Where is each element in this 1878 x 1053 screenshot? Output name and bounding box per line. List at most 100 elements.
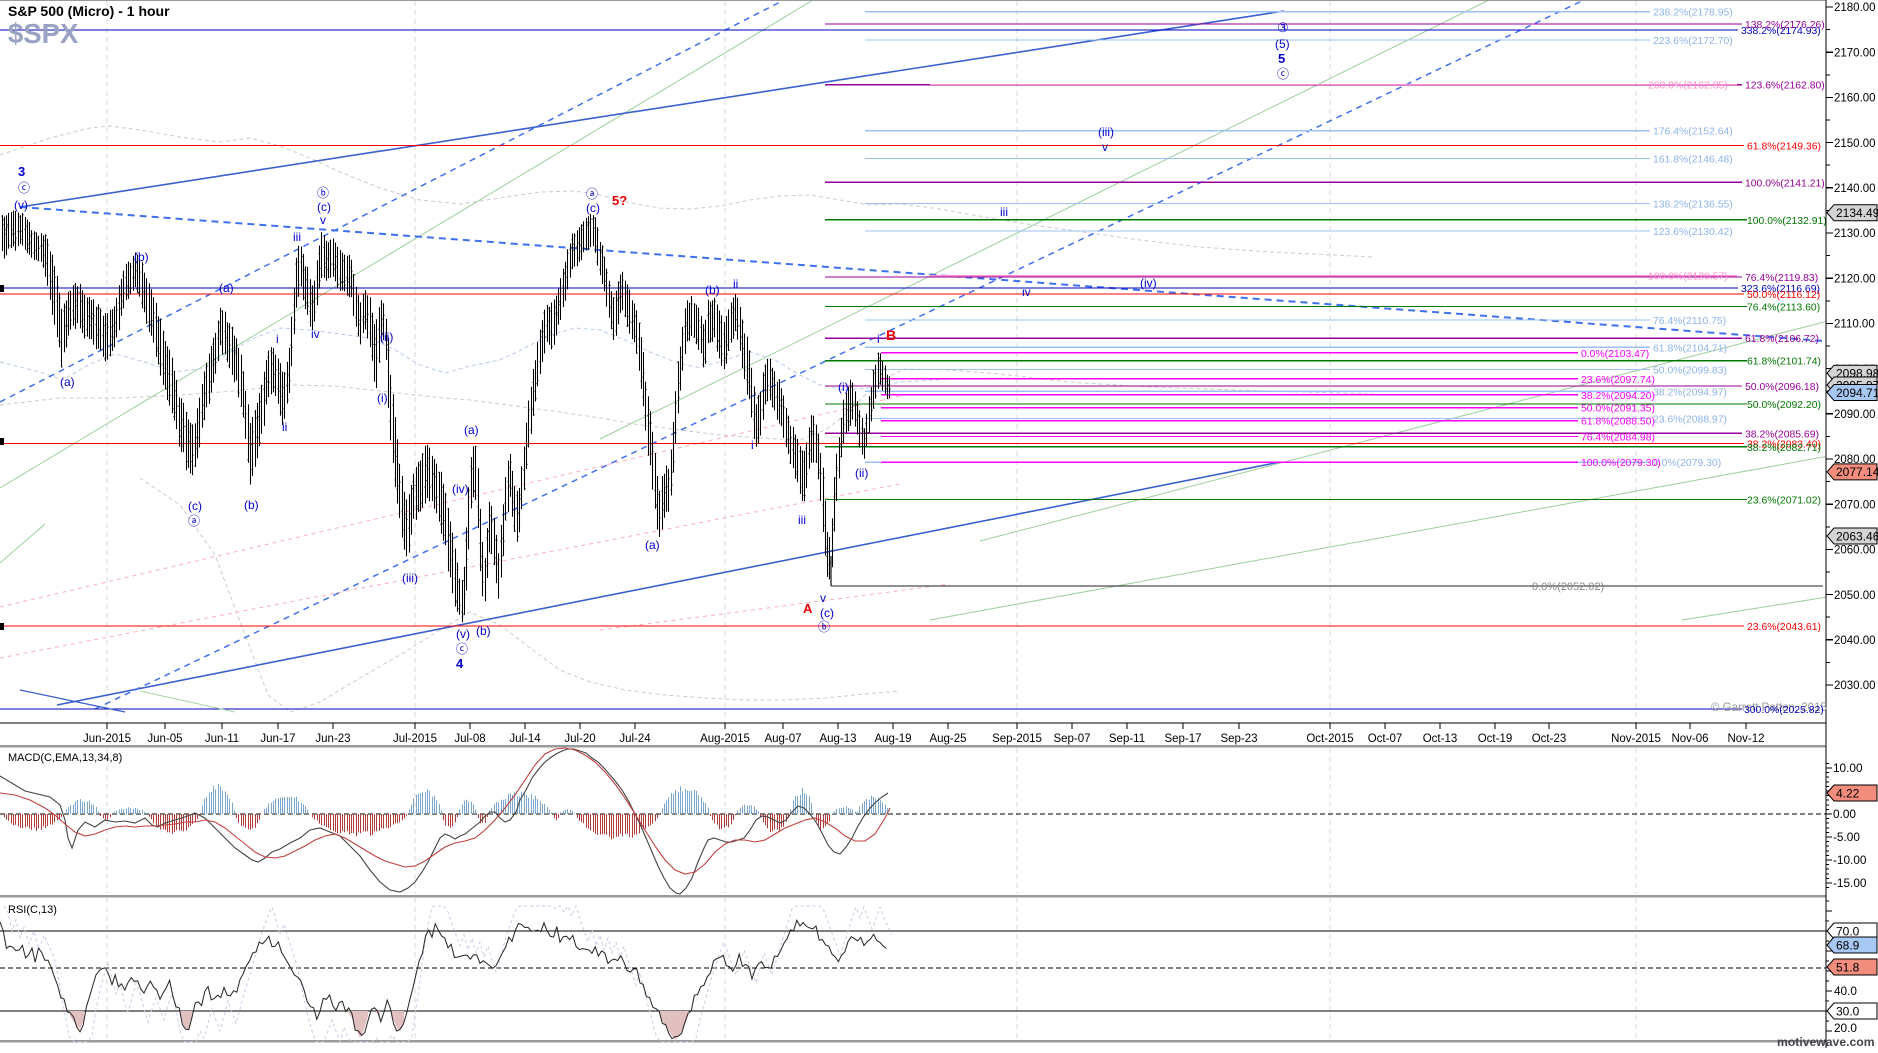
svg-text:Jun-17: Jun-17 bbox=[260, 733, 295, 745]
svg-text:Oct-07: Oct-07 bbox=[1368, 733, 1403, 745]
svg-text:-15.00: -15.00 bbox=[1833, 876, 1867, 890]
svg-text:4: 4 bbox=[456, 656, 464, 671]
svg-text:Sep-2015: Sep-2015 bbox=[992, 733, 1042, 745]
svg-text:51.8: 51.8 bbox=[1836, 960, 1860, 974]
svg-text:Nov-2015: Nov-2015 bbox=[1611, 733, 1661, 745]
svg-text:300.0%(2025.82): 300.0%(2025.82) bbox=[1744, 705, 1824, 716]
svg-text:(a): (a) bbox=[60, 375, 75, 389]
svg-text:-5.00: -5.00 bbox=[1833, 830, 1860, 844]
svg-text:ⓑ: ⓑ bbox=[818, 620, 830, 634]
svg-text:50.0%(2091.35): 50.0%(2091.35) bbox=[1581, 404, 1655, 415]
svg-text:B: B bbox=[886, 327, 896, 343]
svg-text:© Garrett Patten, 2015: © Garrett Patten, 2015 bbox=[1711, 702, 1827, 714]
svg-text:ⓒ: ⓒ bbox=[1277, 67, 1289, 81]
svg-text:Aug-19: Aug-19 bbox=[874, 733, 911, 745]
svg-text:2120.00: 2120.00 bbox=[1834, 273, 1876, 285]
svg-text:123.6%(2130.42): 123.6%(2130.42) bbox=[1653, 227, 1733, 238]
svg-text:v: v bbox=[320, 213, 326, 227]
svg-text:0.0%(2079.30): 0.0%(2079.30) bbox=[1653, 458, 1721, 469]
svg-text:③: ③ bbox=[1277, 20, 1289, 35]
svg-text:61.8%(2106.72): 61.8%(2106.72) bbox=[1745, 334, 1819, 345]
svg-text:Nov-12: Nov-12 bbox=[1727, 733, 1764, 745]
svg-text:200.0%(2162.85): 200.0%(2162.85) bbox=[1648, 81, 1728, 92]
svg-text:(c): (c) bbox=[820, 606, 834, 620]
svg-text:v: v bbox=[820, 591, 826, 605]
svg-text:Jul-08: Jul-08 bbox=[454, 733, 485, 745]
svg-text:Oct-13: Oct-13 bbox=[1423, 733, 1458, 745]
svg-text:2050.00: 2050.00 bbox=[1834, 590, 1876, 602]
svg-text:i: i bbox=[877, 332, 880, 346]
svg-text:176.4%(2152.64): 176.4%(2152.64) bbox=[1653, 127, 1733, 138]
svg-text:238.2%(2178.95): 238.2%(2178.95) bbox=[1653, 8, 1733, 19]
svg-text:(c): (c) bbox=[188, 499, 202, 513]
svg-text:ⓒ: ⓒ bbox=[456, 642, 468, 656]
svg-text:2090.00: 2090.00 bbox=[1834, 409, 1876, 421]
svg-text:0.0%(2103.47): 0.0%(2103.47) bbox=[1581, 349, 1649, 360]
svg-text:ⓐ: ⓐ bbox=[188, 514, 200, 528]
svg-text:i: i bbox=[751, 438, 754, 452]
svg-text:Jun-05: Jun-05 bbox=[147, 733, 182, 745]
svg-text:2077.14: 2077.14 bbox=[1836, 465, 1878, 479]
svg-text:38.2%(2094.97): 38.2%(2094.97) bbox=[1653, 387, 1727, 398]
svg-text:(b): (b) bbox=[705, 283, 720, 297]
svg-text:(ii): (ii) bbox=[380, 330, 393, 344]
svg-text:30.0: 30.0 bbox=[1836, 1004, 1860, 1018]
svg-text:Sep-11: Sep-11 bbox=[1109, 733, 1145, 745]
svg-text:ⓐ: ⓐ bbox=[586, 187, 598, 201]
svg-text:iv: iv bbox=[1022, 285, 1031, 299]
svg-text:(c): (c) bbox=[317, 200, 331, 214]
svg-text:Oct-2015: Oct-2015 bbox=[1306, 733, 1353, 745]
svg-text:2080.00: 2080.00 bbox=[1834, 454, 1876, 466]
svg-text:2094.71: 2094.71 bbox=[1836, 386, 1878, 400]
svg-text:123.6%(2162.80): 123.6%(2162.80) bbox=[1745, 81, 1825, 92]
svg-text:ii: ii bbox=[733, 277, 738, 291]
svg-text:v: v bbox=[1102, 140, 1108, 154]
svg-text:76.4%(2084.98): 76.4%(2084.98) bbox=[1581, 433, 1655, 444]
svg-text:323.6%(2116.69): 323.6%(2116.69) bbox=[1741, 284, 1820, 295]
svg-text:10.00: 10.00 bbox=[1833, 761, 1863, 775]
svg-text:ii: ii bbox=[282, 420, 287, 434]
svg-text:2063.46: 2063.46 bbox=[1836, 529, 1878, 543]
svg-text:motivewave.com: motivewave.com bbox=[1777, 1035, 1875, 1048]
svg-text:Jun-2015: Jun-2015 bbox=[83, 733, 131, 745]
svg-text:iii: iii bbox=[1000, 205, 1008, 219]
svg-text:50.0%(2099.83): 50.0%(2099.83) bbox=[1653, 365, 1727, 376]
svg-text:23.6%(2088.97): 23.6%(2088.97) bbox=[1653, 415, 1727, 426]
svg-text:70.0: 70.0 bbox=[1836, 924, 1860, 938]
svg-text:4.22: 4.22 bbox=[1836, 786, 1860, 800]
svg-text:50.0%(2096.18): 50.0%(2096.18) bbox=[1745, 382, 1819, 393]
svg-text:(b): (b) bbox=[134, 250, 149, 264]
svg-text:61.8%(2149.36): 61.8%(2149.36) bbox=[1747, 142, 1821, 153]
svg-text:-10.00: -10.00 bbox=[1833, 853, 1867, 867]
svg-text:20.0: 20.0 bbox=[1834, 1021, 1857, 1035]
svg-text:(b): (b) bbox=[476, 624, 491, 638]
svg-text:(iii): (iii) bbox=[402, 571, 418, 585]
svg-text:61.8%(2101.74): 61.8%(2101.74) bbox=[1747, 357, 1821, 368]
svg-text:ⓑ: ⓑ bbox=[317, 186, 329, 200]
svg-text:2110.00: 2110.00 bbox=[1834, 319, 1875, 331]
svg-text:68.9: 68.9 bbox=[1836, 938, 1860, 952]
svg-text:76.4%(2110.75): 76.4%(2110.75) bbox=[1653, 316, 1726, 327]
svg-text:Jul-2015: Jul-2015 bbox=[393, 733, 437, 745]
svg-text:(iv): (iv) bbox=[452, 482, 469, 496]
svg-text:RSI(C,13): RSI(C,13) bbox=[8, 904, 57, 916]
svg-text:3: 3 bbox=[18, 164, 25, 179]
svg-text:223.6%(2172.70): 223.6%(2172.70) bbox=[1653, 36, 1733, 47]
svg-text:2070.00: 2070.00 bbox=[1834, 499, 1876, 511]
svg-text:61.8%(2088.50): 61.8%(2088.50) bbox=[1581, 417, 1655, 428]
svg-text:2130.00: 2130.00 bbox=[1834, 228, 1876, 240]
svg-text:38.2%(2083.40): 38.2%(2083.40) bbox=[1747, 440, 1821, 451]
svg-text:161.8%(2146.48): 161.8%(2146.48) bbox=[1653, 155, 1733, 166]
svg-text:(iii): (iii) bbox=[1098, 125, 1114, 139]
svg-text:40.0: 40.0 bbox=[1834, 984, 1857, 998]
svg-text:Sep-17: Sep-17 bbox=[1164, 733, 1201, 745]
svg-text:Jun-23: Jun-23 bbox=[315, 733, 350, 745]
svg-text:100.0%(2141.21): 100.0%(2141.21) bbox=[1745, 178, 1825, 189]
svg-text:ⓒ: ⓒ bbox=[18, 181, 30, 195]
svg-text:Aug-2015: Aug-2015 bbox=[700, 733, 750, 745]
svg-text:Jul-14: Jul-14 bbox=[509, 733, 541, 745]
svg-text:76.4%(2119.83): 76.4%(2119.83) bbox=[1745, 273, 1818, 284]
svg-text:(ii): (ii) bbox=[855, 466, 868, 480]
svg-text:$SPX: $SPX bbox=[8, 18, 79, 49]
svg-text:Jul-20: Jul-20 bbox=[564, 733, 595, 745]
